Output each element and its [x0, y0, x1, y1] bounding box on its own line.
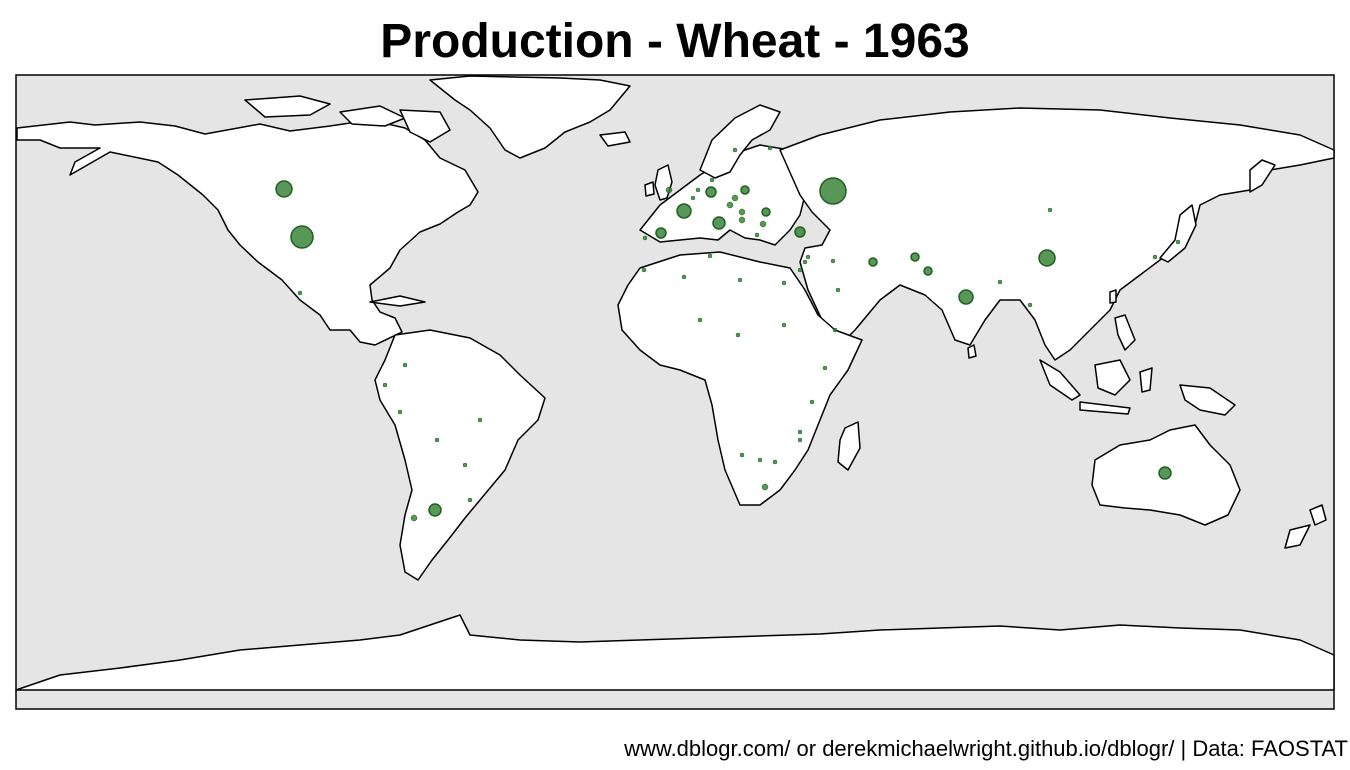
landmass-java [1079, 401, 1131, 415]
production-marker-czech [731, 194, 739, 202]
production-marker-belgium [690, 195, 696, 201]
production-marker-nepal [997, 279, 1003, 285]
production-marker-iraq [830, 258, 836, 264]
landmass-cuba [369, 295, 426, 307]
landmass-philippines [1114, 314, 1136, 351]
production-marker-mongolia [1047, 207, 1053, 213]
production-marker-algeria [681, 274, 687, 280]
production-marker-ethiopia [822, 365, 828, 371]
landmass-north-america [16, 119, 479, 346]
production-marker-israel [797, 267, 803, 273]
production-marker-sweden [732, 147, 738, 153]
map-title: Production - Wheat - 1963 [380, 15, 970, 68]
production-marker-peru [397, 409, 403, 415]
map-caption: www.dblogr.com/ or derekmichaelwright.gi… [624, 736, 1348, 761]
landmass-greenland [429, 75, 631, 159]
production-marker-portugal [642, 235, 648, 241]
landmass-arctic-islands-2 [339, 105, 406, 127]
landmass-new-zealand [1309, 504, 1327, 526]
production-marker-ecuador [382, 382, 388, 388]
production-marker-france [676, 203, 692, 219]
production-marker-nigeria [735, 332, 741, 338]
production-marker-angola [739, 452, 745, 458]
landmass-taiwan [1109, 289, 1117, 304]
production-marker-bulgaria [759, 220, 767, 228]
production-marker-morocco [641, 267, 647, 273]
production-marker-iran [868, 257, 878, 267]
production-marker-poland [740, 185, 750, 195]
landmass-sumatra [1039, 359, 1081, 401]
landmass-sulawesi [1139, 367, 1153, 393]
production-marker-india [958, 289, 974, 305]
production-marker-south-africa [761, 483, 769, 491]
production-marker-chile [410, 514, 418, 522]
production-marker-hungary [738, 208, 746, 216]
production-marker-mozambique [797, 437, 803, 443]
production-marker-romania [761, 207, 771, 217]
landmass-new-zealand-south [1284, 524, 1311, 549]
production-marker-colombia [402, 362, 408, 368]
production-marker-china [1038, 249, 1056, 267]
production-marker-spain [655, 227, 667, 239]
production-marker-denmark [709, 177, 715, 183]
production-marker-austria [726, 201, 734, 209]
production-marker-italy [712, 216, 726, 230]
landmass-scandinavia [699, 104, 781, 179]
production-marker-tanzania [797, 429, 803, 435]
production-marker-saudi [835, 287, 841, 293]
production-marker-syria [805, 254, 811, 260]
production-marker-mali [697, 317, 703, 323]
landmass-iceland [599, 131, 631, 147]
production-marker-greece [754, 232, 760, 238]
production-marker-zimbabwe [772, 459, 778, 465]
production-marker-libya [737, 277, 743, 283]
production-marker-usa [290, 225, 314, 249]
production-marker-australia [1158, 466, 1172, 480]
landmass-new-guinea [1179, 384, 1236, 416]
landmass-japan [1159, 204, 1197, 263]
landmass-kamchatka [1249, 159, 1276, 193]
production-marker-afghanistan [910, 252, 920, 262]
landmass-madagascar [837, 421, 861, 471]
production-marker-netherlands [695, 187, 701, 193]
production-marker-ussr [819, 177, 847, 205]
production-marker-japan [1175, 239, 1181, 245]
landmass-asia [779, 107, 1335, 361]
production-marker-korea [1152, 254, 1158, 260]
landmass-sri-lanka [967, 344, 977, 359]
production-marker-tunisia [707, 253, 713, 259]
production-marker-canada [275, 180, 293, 198]
landmass-baffin [399, 109, 451, 143]
landmass-south-america [374, 329, 546, 581]
production-marker-lebanon [802, 259, 808, 265]
production-markers [275, 145, 1181, 522]
production-marker-turkey [794, 226, 806, 238]
production-marker-germany [705, 186, 717, 198]
production-marker-mexico [297, 290, 303, 296]
production-marker-sudan [781, 322, 787, 328]
production-marker-uruguay [467, 497, 473, 503]
landmass-arctic-islands [244, 95, 331, 118]
production-marker-zambia [757, 457, 763, 463]
production-marker-kenya [809, 399, 815, 405]
landmass-ireland [644, 181, 655, 197]
production-marker-argentina [428, 503, 442, 517]
production-marker-uk [665, 186, 673, 194]
production-marker-yemen [832, 327, 838, 333]
production-marker-yugoslavia [738, 216, 746, 224]
landmass-antarctica [15, 614, 1335, 691]
production-marker-egypt [781, 280, 787, 286]
production-marker-bolivia [434, 437, 440, 443]
production-marker-pakistan [923, 266, 933, 276]
landmass-borneo [1094, 359, 1131, 396]
production-marker-finland [767, 145, 773, 151]
production-marker-paraguay [462, 462, 468, 468]
production-marker-brazil [477, 417, 483, 423]
production-marker-burma [1027, 302, 1033, 308]
